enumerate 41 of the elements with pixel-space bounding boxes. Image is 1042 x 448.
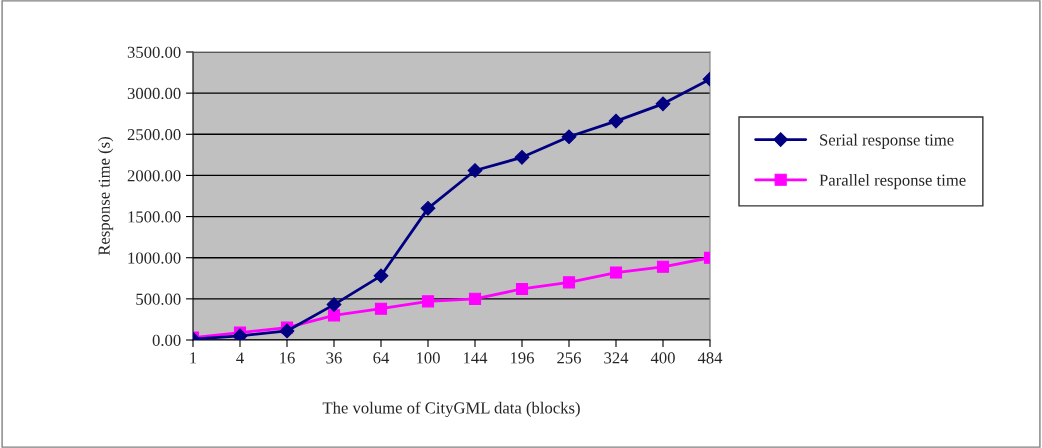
y-tick-label: 1000.00 xyxy=(128,252,181,264)
point xyxy=(609,266,623,279)
x-tick-label: 324 xyxy=(604,352,629,364)
point xyxy=(655,96,671,112)
x-tick-label: 4 xyxy=(236,352,244,364)
legend-label: Serial response time xyxy=(820,133,954,149)
point xyxy=(327,309,341,322)
point xyxy=(467,163,483,178)
y-tick-label: 3000.00 xyxy=(127,87,181,100)
point xyxy=(468,292,482,305)
x-tick-label: 16 xyxy=(280,352,295,364)
point xyxy=(515,282,529,296)
x-tick-label: 36 xyxy=(326,352,342,364)
point xyxy=(514,149,530,165)
point xyxy=(562,276,576,289)
point xyxy=(373,268,389,284)
x-tick-label: 256 xyxy=(557,352,581,364)
x-tick-label: 100 xyxy=(416,352,440,364)
y-tick-label: 500.00 xyxy=(136,293,181,305)
y-tick-label: 2000.00 xyxy=(127,170,181,182)
x-tick-label: 1 xyxy=(190,352,197,364)
x-tick-label: 144 xyxy=(463,352,488,364)
x-tick-label: 64 xyxy=(373,352,390,364)
x-tick-label: 484 xyxy=(697,352,723,364)
point xyxy=(561,129,577,145)
point xyxy=(374,302,388,315)
x-tick-label: 196 xyxy=(510,352,534,364)
legend-label: Parallel response time xyxy=(819,174,966,190)
point xyxy=(608,113,624,129)
point xyxy=(420,200,436,216)
point xyxy=(279,323,295,339)
y-tick-label: 3500.00 xyxy=(127,46,181,59)
x-axis-title: The volume of CityGML data (blocks) xyxy=(322,401,580,417)
point xyxy=(656,260,670,273)
point xyxy=(421,295,435,308)
point xyxy=(326,297,342,313)
y-tick-label: 1500.00 xyxy=(128,211,181,223)
y-tick-label: 2500.00 xyxy=(127,128,181,141)
x-tick-label: 400 xyxy=(650,352,675,364)
y-tick-label: 0.00 xyxy=(152,334,181,347)
y-axis-title: Response time (s) xyxy=(98,137,114,256)
